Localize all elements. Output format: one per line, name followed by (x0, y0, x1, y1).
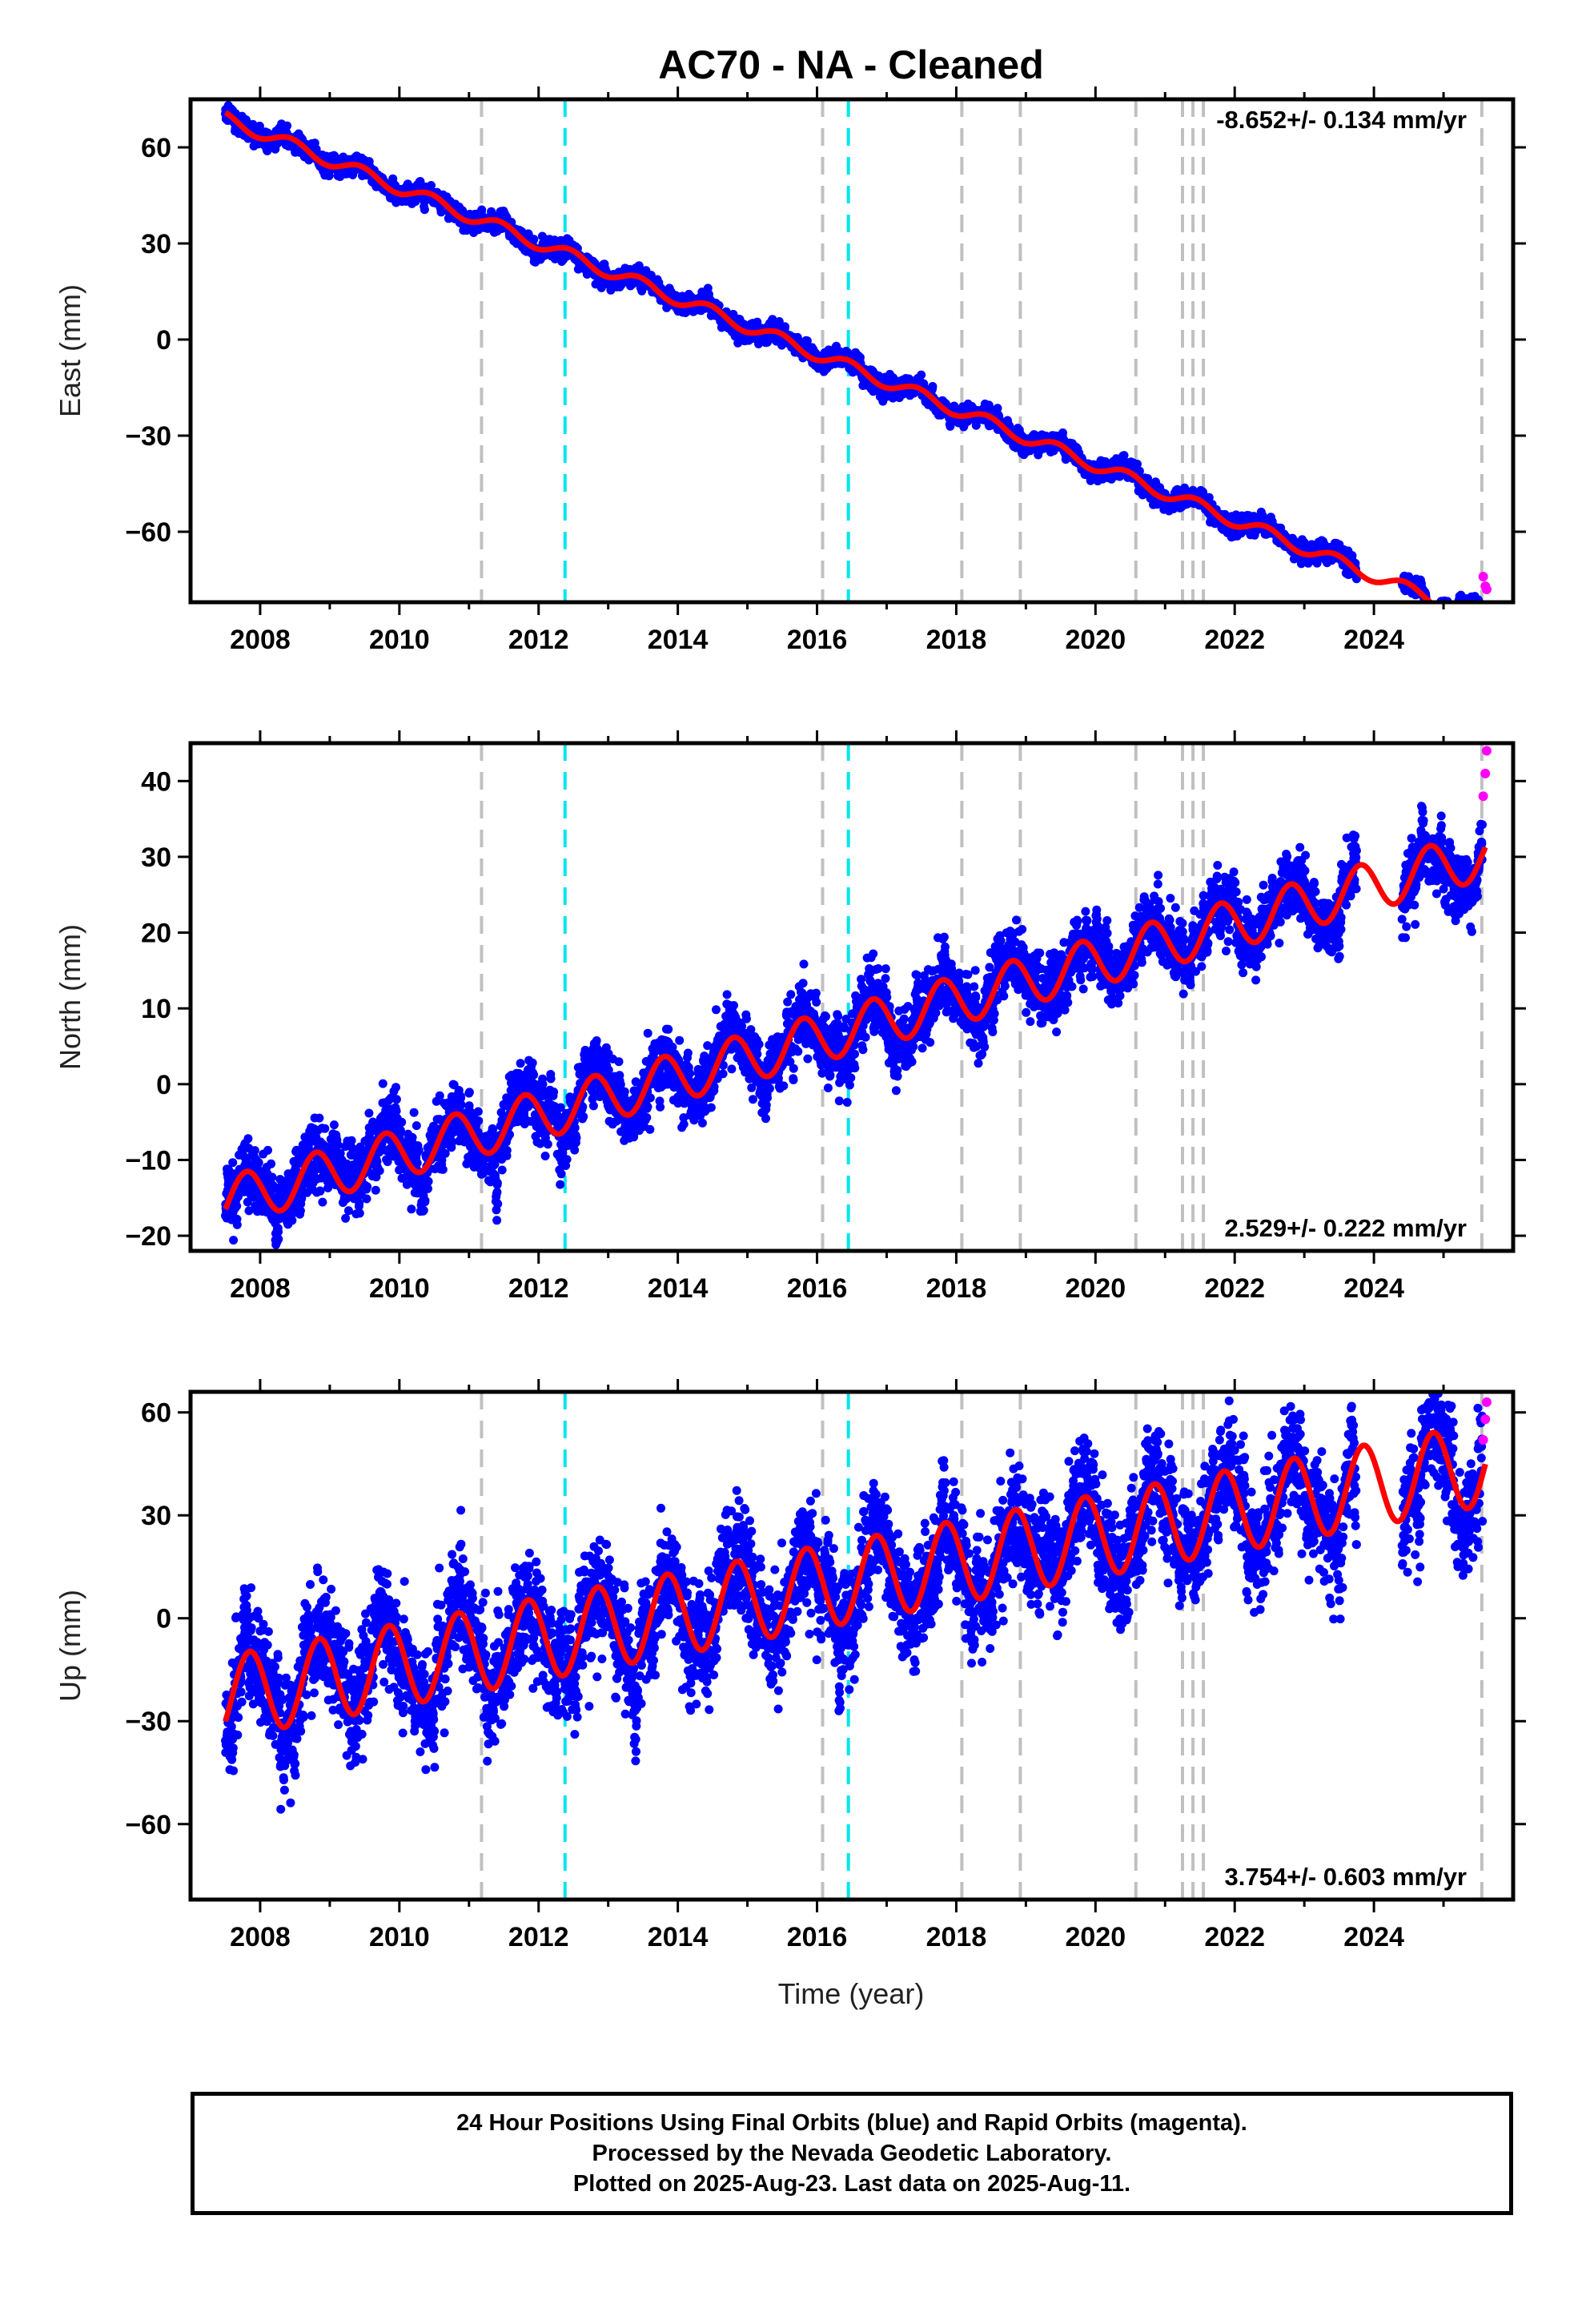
data-point-final (420, 205, 429, 215)
data-point-final (596, 283, 606, 292)
data-point-final (529, 235, 539, 244)
data-point-final (477, 205, 487, 215)
chart-title: AC70 - NA - Cleaned (658, 42, 1044, 87)
data-point-final (283, 121, 292, 131)
data-point-final (427, 181, 436, 190)
panel-east: 2008 2010 2012 2014 2016 2018 2020 2022 20246030… (54, 86, 1526, 655)
data-point-final (781, 322, 789, 332)
data-point-final (917, 370, 926, 380)
data-point-final (1436, 616, 1445, 625)
data-point-final (928, 382, 938, 391)
